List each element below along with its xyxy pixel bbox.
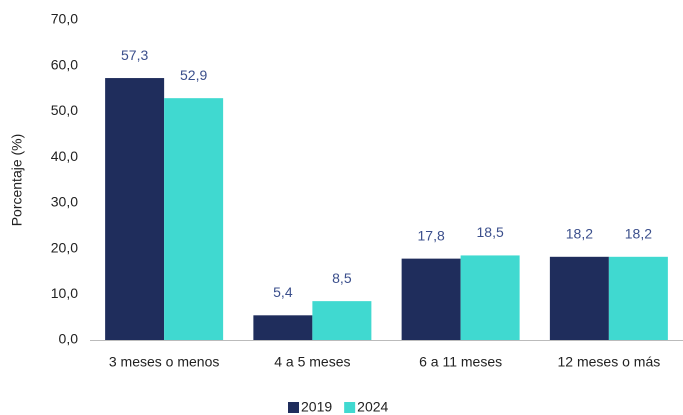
y-tick-label: 50,0 [51, 102, 78, 118]
bar [105, 78, 165, 341]
legend-swatch [288, 402, 299, 413]
legend-label: 2024 [357, 399, 388, 415]
x-tick-label: 3 meses o menos [109, 354, 220, 370]
bar [549, 256, 609, 340]
x-tick-label: 4 a 5 meses [274, 354, 350, 370]
value-label: 18,5 [477, 224, 504, 240]
bar [460, 255, 520, 340]
legend-swatch [344, 402, 356, 413]
value-label: 57,3 [121, 47, 148, 63]
y-tick-label: 70,0 [51, 11, 78, 27]
value-label: 52,9 [180, 67, 207, 83]
bar [312, 301, 372, 340]
bar [608, 256, 668, 340]
x-tick-label: 6 a 11 meses [419, 354, 502, 370]
bar [401, 258, 461, 340]
y-axis-label: Porcentaje (%) [9, 134, 25, 227]
value-label: 17,8 [418, 227, 445, 243]
y-tick-label: 60,0 [51, 56, 78, 72]
y-tick-label: 30,0 [51, 194, 78, 210]
y-tick-label: 20,0 [51, 239, 78, 255]
value-label: 8,5 [332, 270, 352, 286]
bar [253, 315, 313, 340]
y-tick-label: 10,0 [51, 285, 78, 301]
bar [164, 98, 224, 341]
legend-label: 2019 [301, 399, 332, 415]
y-tick-label: 0,0 [59, 331, 79, 347]
value-label: 18,2 [566, 226, 593, 242]
value-label: 18,2 [625, 226, 652, 242]
value-label: 5,4 [273, 284, 293, 300]
x-tick-label: 12 meses o más [558, 354, 661, 370]
y-tick-label: 40,0 [51, 148, 78, 164]
